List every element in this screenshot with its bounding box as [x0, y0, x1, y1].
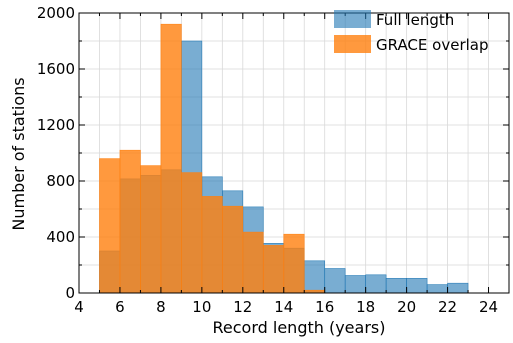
bar-full-length-19 [385, 277, 407, 294]
y-tick-label-800: 800 [46, 172, 75, 190]
x-tick-label-10: 10 [192, 298, 211, 316]
x-tick-label-6: 6 [115, 298, 125, 316]
ticks-layer: 4 6 8 10 12 14 16 18 20 22 24 0 400 800 1200 1600 2000 [37, 4, 510, 316]
bar-grace-overlap-13 [262, 245, 285, 294]
legend-label-full-length: Full length [376, 11, 454, 29]
bar-full-length-17 [344, 275, 366, 294]
bar-grace-overlap-11 [222, 205, 244, 294]
x-tick-label-20: 20 [397, 298, 416, 316]
bar-grace-overlap-6 [119, 149, 141, 294]
legend-label-grace-overlap: GRACE overlap [376, 36, 489, 54]
x-tick-label-18: 18 [356, 298, 375, 316]
bar-full-length-22 [447, 282, 469, 294]
x-tick-label-24: 24 [479, 298, 498, 316]
bar-grace-overlap-7 [140, 165, 162, 294]
bar-grace-overlap-12 [242, 231, 264, 294]
legend: Full length GRACE overlap [334, 10, 489, 54]
bar-full-length-21 [426, 284, 448, 294]
bar-full-length-16 [324, 268, 346, 294]
bar-grace-overlap-8 [160, 23, 182, 294]
legend-swatch-full-length [334, 10, 371, 28]
y-tick-label-2000: 2000 [37, 4, 75, 22]
x-axis-label: Record length (years) [213, 318, 386, 337]
bar-grace-overlap-14 [283, 233, 305, 294]
legend-swatch-grace-overlap [334, 35, 371, 53]
y-tick-label-400: 400 [46, 228, 75, 246]
bars-layer [99, 23, 469, 294]
x-tick-label-12: 12 [233, 298, 252, 316]
bar-full-length-18 [365, 274, 387, 294]
bar-grace-overlap-9 [181, 172, 203, 294]
bar-grace-overlap-10 [201, 196, 223, 294]
x-tick-label-8: 8 [156, 298, 166, 316]
bar-full-length-15 [303, 260, 326, 294]
x-tick-label-4: 4 [74, 298, 84, 316]
x-tick-label-14: 14 [274, 298, 293, 316]
y-tick-label-1200: 1200 [37, 116, 75, 134]
x-tick-label-16: 16 [315, 298, 334, 316]
y-tick-label-1600: 1600 [37, 60, 75, 78]
y-axis-label: Number of stations [9, 77, 28, 230]
bar-grace-overlap-5 [99, 158, 121, 294]
x-tick-label-22: 22 [438, 298, 457, 316]
y-tick-label-0: 0 [65, 284, 75, 302]
bar-full-length-20 [406, 277, 428, 294]
